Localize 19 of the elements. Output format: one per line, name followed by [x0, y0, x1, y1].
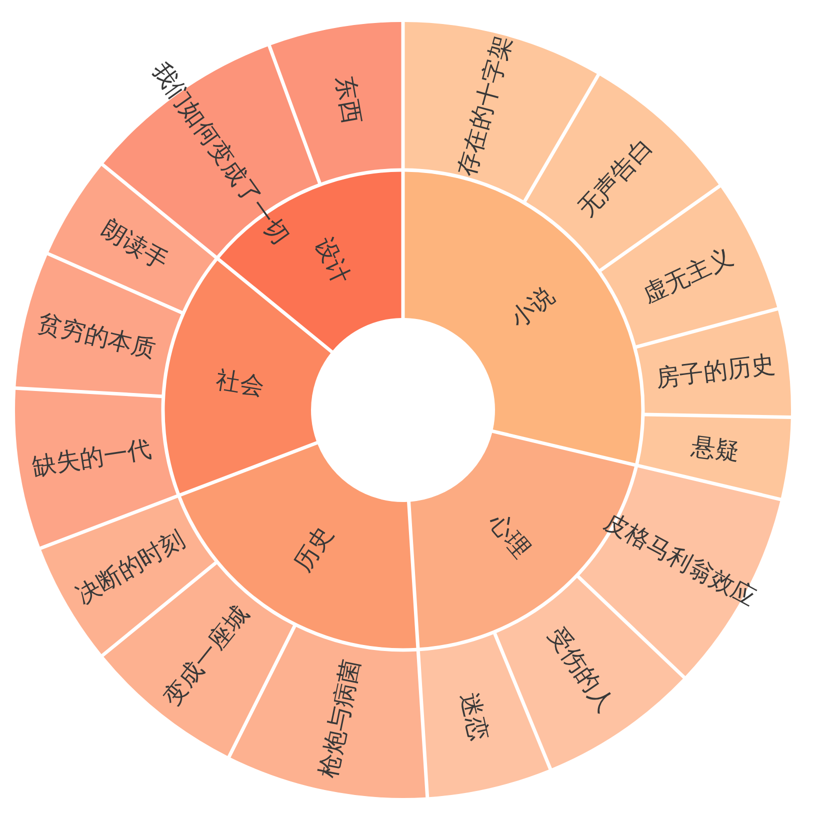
slice-label: 缺失的一代: [30, 436, 154, 481]
slice-label: 虚无主义: [638, 243, 738, 309]
donut-slice: [496, 578, 683, 768]
slice-label: 社会: [214, 366, 266, 401]
slice-label: 无声告白: [573, 133, 658, 222]
slice-label: 东西: [330, 74, 366, 126]
slice-label: 设计: [310, 233, 355, 288]
slice-label: 小说: [505, 282, 560, 334]
slice-label: 历史: [289, 521, 338, 576]
slice-label: 房子的历史: [654, 350, 777, 392]
slice-label: 心理: [483, 508, 536, 564]
slice-label: 朗读手: [96, 215, 172, 276]
slice-label: 悬疑: [688, 432, 741, 466]
slice-label: 受伤的人: [542, 622, 620, 718]
slice-label: 皮格马利翁效应: [600, 508, 760, 612]
slice-label: 枪炮与病菌: [314, 657, 366, 780]
slice-label: 存在的十字架: [453, 33, 517, 180]
slice-label: 迷恋: [455, 690, 492, 744]
slice-label: 贫穷的本质: [35, 309, 158, 364]
